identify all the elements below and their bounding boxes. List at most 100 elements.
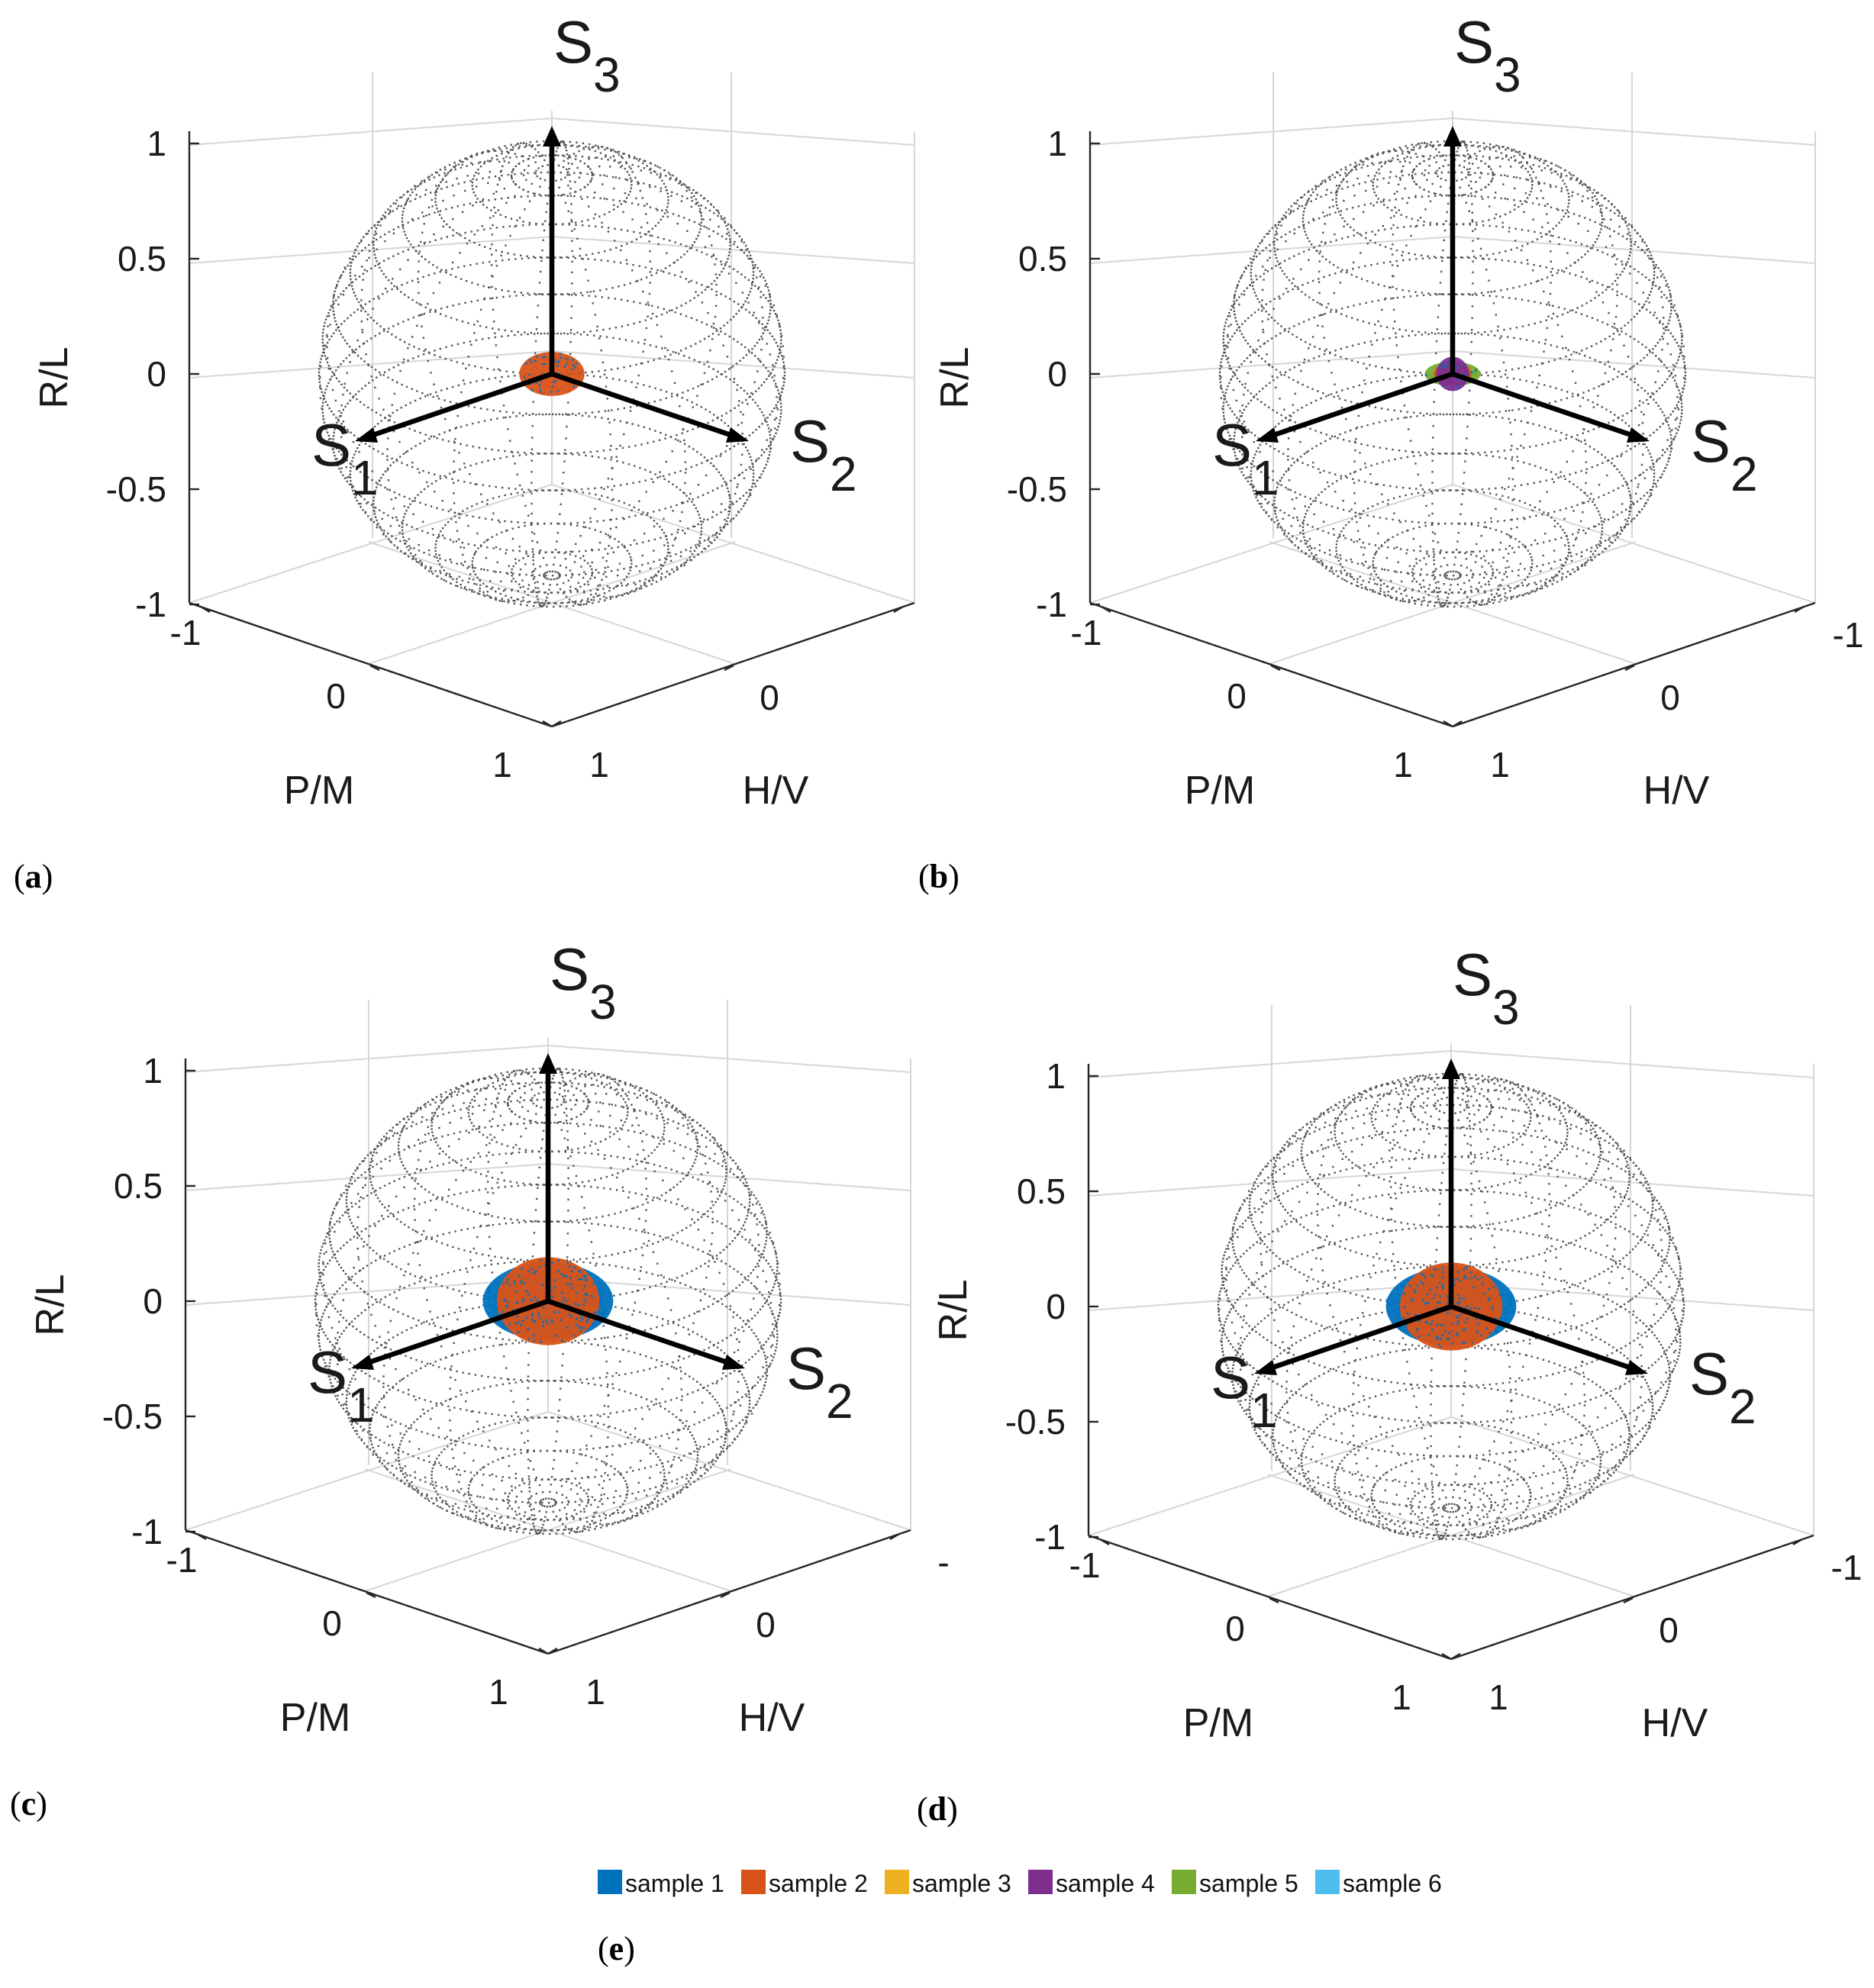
- sphere-dot: [363, 273, 364, 275]
- sphere-dot: [569, 180, 571, 182]
- sphere-dot: [553, 564, 554, 565]
- sphere-dot: [748, 294, 750, 295]
- sphere-dot: [508, 488, 510, 489]
- sphere-dot: [772, 369, 773, 370]
- sphere-dot: [1621, 453, 1623, 455]
- sphere-dot: [562, 223, 563, 224]
- sphere-dot: [1628, 425, 1630, 427]
- sphere-dot: [344, 321, 345, 322]
- sphere-dot: [408, 556, 409, 557]
- sphere-dot: [724, 217, 725, 219]
- sphere-dot: [1666, 464, 1668, 466]
- sphere-dot: [544, 221, 546, 222]
- sphere-dot: [462, 554, 463, 556]
- sphere-dot: [537, 598, 538, 600]
- sphere-dot: [1356, 581, 1358, 582]
- sphere-dot: [1421, 601, 1423, 602]
- sphere-dot: [743, 477, 745, 478]
- sphere-dot: [492, 309, 494, 311]
- sphere-dot: [435, 553, 437, 555]
- sphere-dot: [1367, 507, 1369, 509]
- sphere-dot: [517, 451, 518, 453]
- sphere-dot: [621, 325, 623, 327]
- sphere-dot: [1622, 485, 1624, 486]
- sphere-dot: [569, 553, 571, 555]
- sphere-dot: [411, 462, 413, 463]
- sphere-dot: [420, 314, 421, 316]
- sphere-dot: [411, 388, 412, 390]
- sphere-dot: [486, 594, 488, 596]
- sphere-dot: [1414, 375, 1416, 376]
- sphere-dot: [512, 549, 514, 551]
- sphere-dot: [767, 370, 769, 372]
- sphere-dot: [606, 147, 608, 149]
- sphere-dot: [359, 275, 360, 277]
- sphere-dot: [630, 282, 631, 284]
- sphere-dot: [502, 166, 503, 167]
- sphere-dot: [622, 462, 624, 463]
- sphere-dot: [1634, 382, 1635, 383]
- sphere-dot: [1303, 321, 1305, 322]
- sphere-dot: [397, 546, 398, 548]
- sphere-dot: [419, 443, 421, 444]
- sphere-dot: [393, 285, 395, 287]
- sphere-dot: [666, 559, 667, 560]
- sphere-dot: [469, 382, 471, 383]
- sphere-dot: [1505, 533, 1507, 535]
- sphere-dot: [720, 455, 721, 456]
- sphere-dot: [440, 217, 442, 219]
- sphere-dot: [595, 226, 596, 227]
- data-point: [572, 363, 574, 366]
- sphere-dot: [452, 304, 453, 306]
- sphere-dot: [1456, 414, 1457, 415]
- sphere-dot: [505, 530, 507, 531]
- sphere-dot: [1599, 361, 1601, 362]
- sphere-dot: [487, 459, 489, 461]
- sphere-dot: [712, 369, 714, 370]
- sphere-dot: [594, 577, 595, 578]
- sphere-dot: [512, 600, 514, 601]
- sphere-dot: [528, 584, 530, 585]
- sphere-dot: [1418, 527, 1420, 528]
- sphere-dot: [347, 481, 348, 482]
- sphere-dot: [504, 520, 505, 522]
- sphere-dot: [750, 288, 752, 289]
- sphere-dot: [457, 479, 459, 481]
- sphere-dot: [769, 333, 771, 334]
- sphere-dot: [464, 232, 466, 234]
- sphere-dot: [405, 510, 407, 511]
- sphere-dot: [679, 180, 681, 182]
- sphere-dot: [423, 552, 424, 553]
- sphere-dot: [721, 453, 722, 455]
- sphere-dot: [652, 313, 653, 314]
- sphere-dot: [662, 216, 663, 217]
- sphere-dot: [1265, 385, 1266, 386]
- sphere-dot: [1581, 313, 1582, 314]
- sphere-dot: [364, 269, 366, 271]
- sphere-dot: [1397, 297, 1398, 298]
- sphere-dot: [600, 531, 602, 533]
- sphere-dot: [1657, 405, 1659, 407]
- sphere-dot: [698, 224, 700, 225]
- sphere-dot: [452, 578, 453, 580]
- sphere-dot: [1320, 443, 1321, 444]
- sphere-dot: [332, 304, 334, 305]
- sphere-dot: [1476, 294, 1477, 295]
- sphere-dot: [520, 587, 521, 588]
- sphere-dot: [371, 409, 373, 411]
- sphere-dot: [689, 446, 690, 447]
- sphere-dot: [379, 374, 381, 375]
- sphere-dot: [531, 524, 532, 526]
- sphere-dot: [1243, 409, 1245, 411]
- sphere-dot: [382, 409, 384, 411]
- sphere-dot: [1460, 551, 1461, 553]
- sphere-dot: [637, 183, 639, 185]
- sphere-dot: [1597, 451, 1598, 453]
- sphere-dot: [1597, 404, 1598, 405]
- sphere-dot: [628, 553, 630, 555]
- sphere-dot: [735, 514, 737, 516]
- sphere-dot: [512, 538, 514, 540]
- sphere-dot: [650, 577, 652, 578]
- sphere-dot: [689, 281, 690, 282]
- sphere-dot: [518, 527, 519, 528]
